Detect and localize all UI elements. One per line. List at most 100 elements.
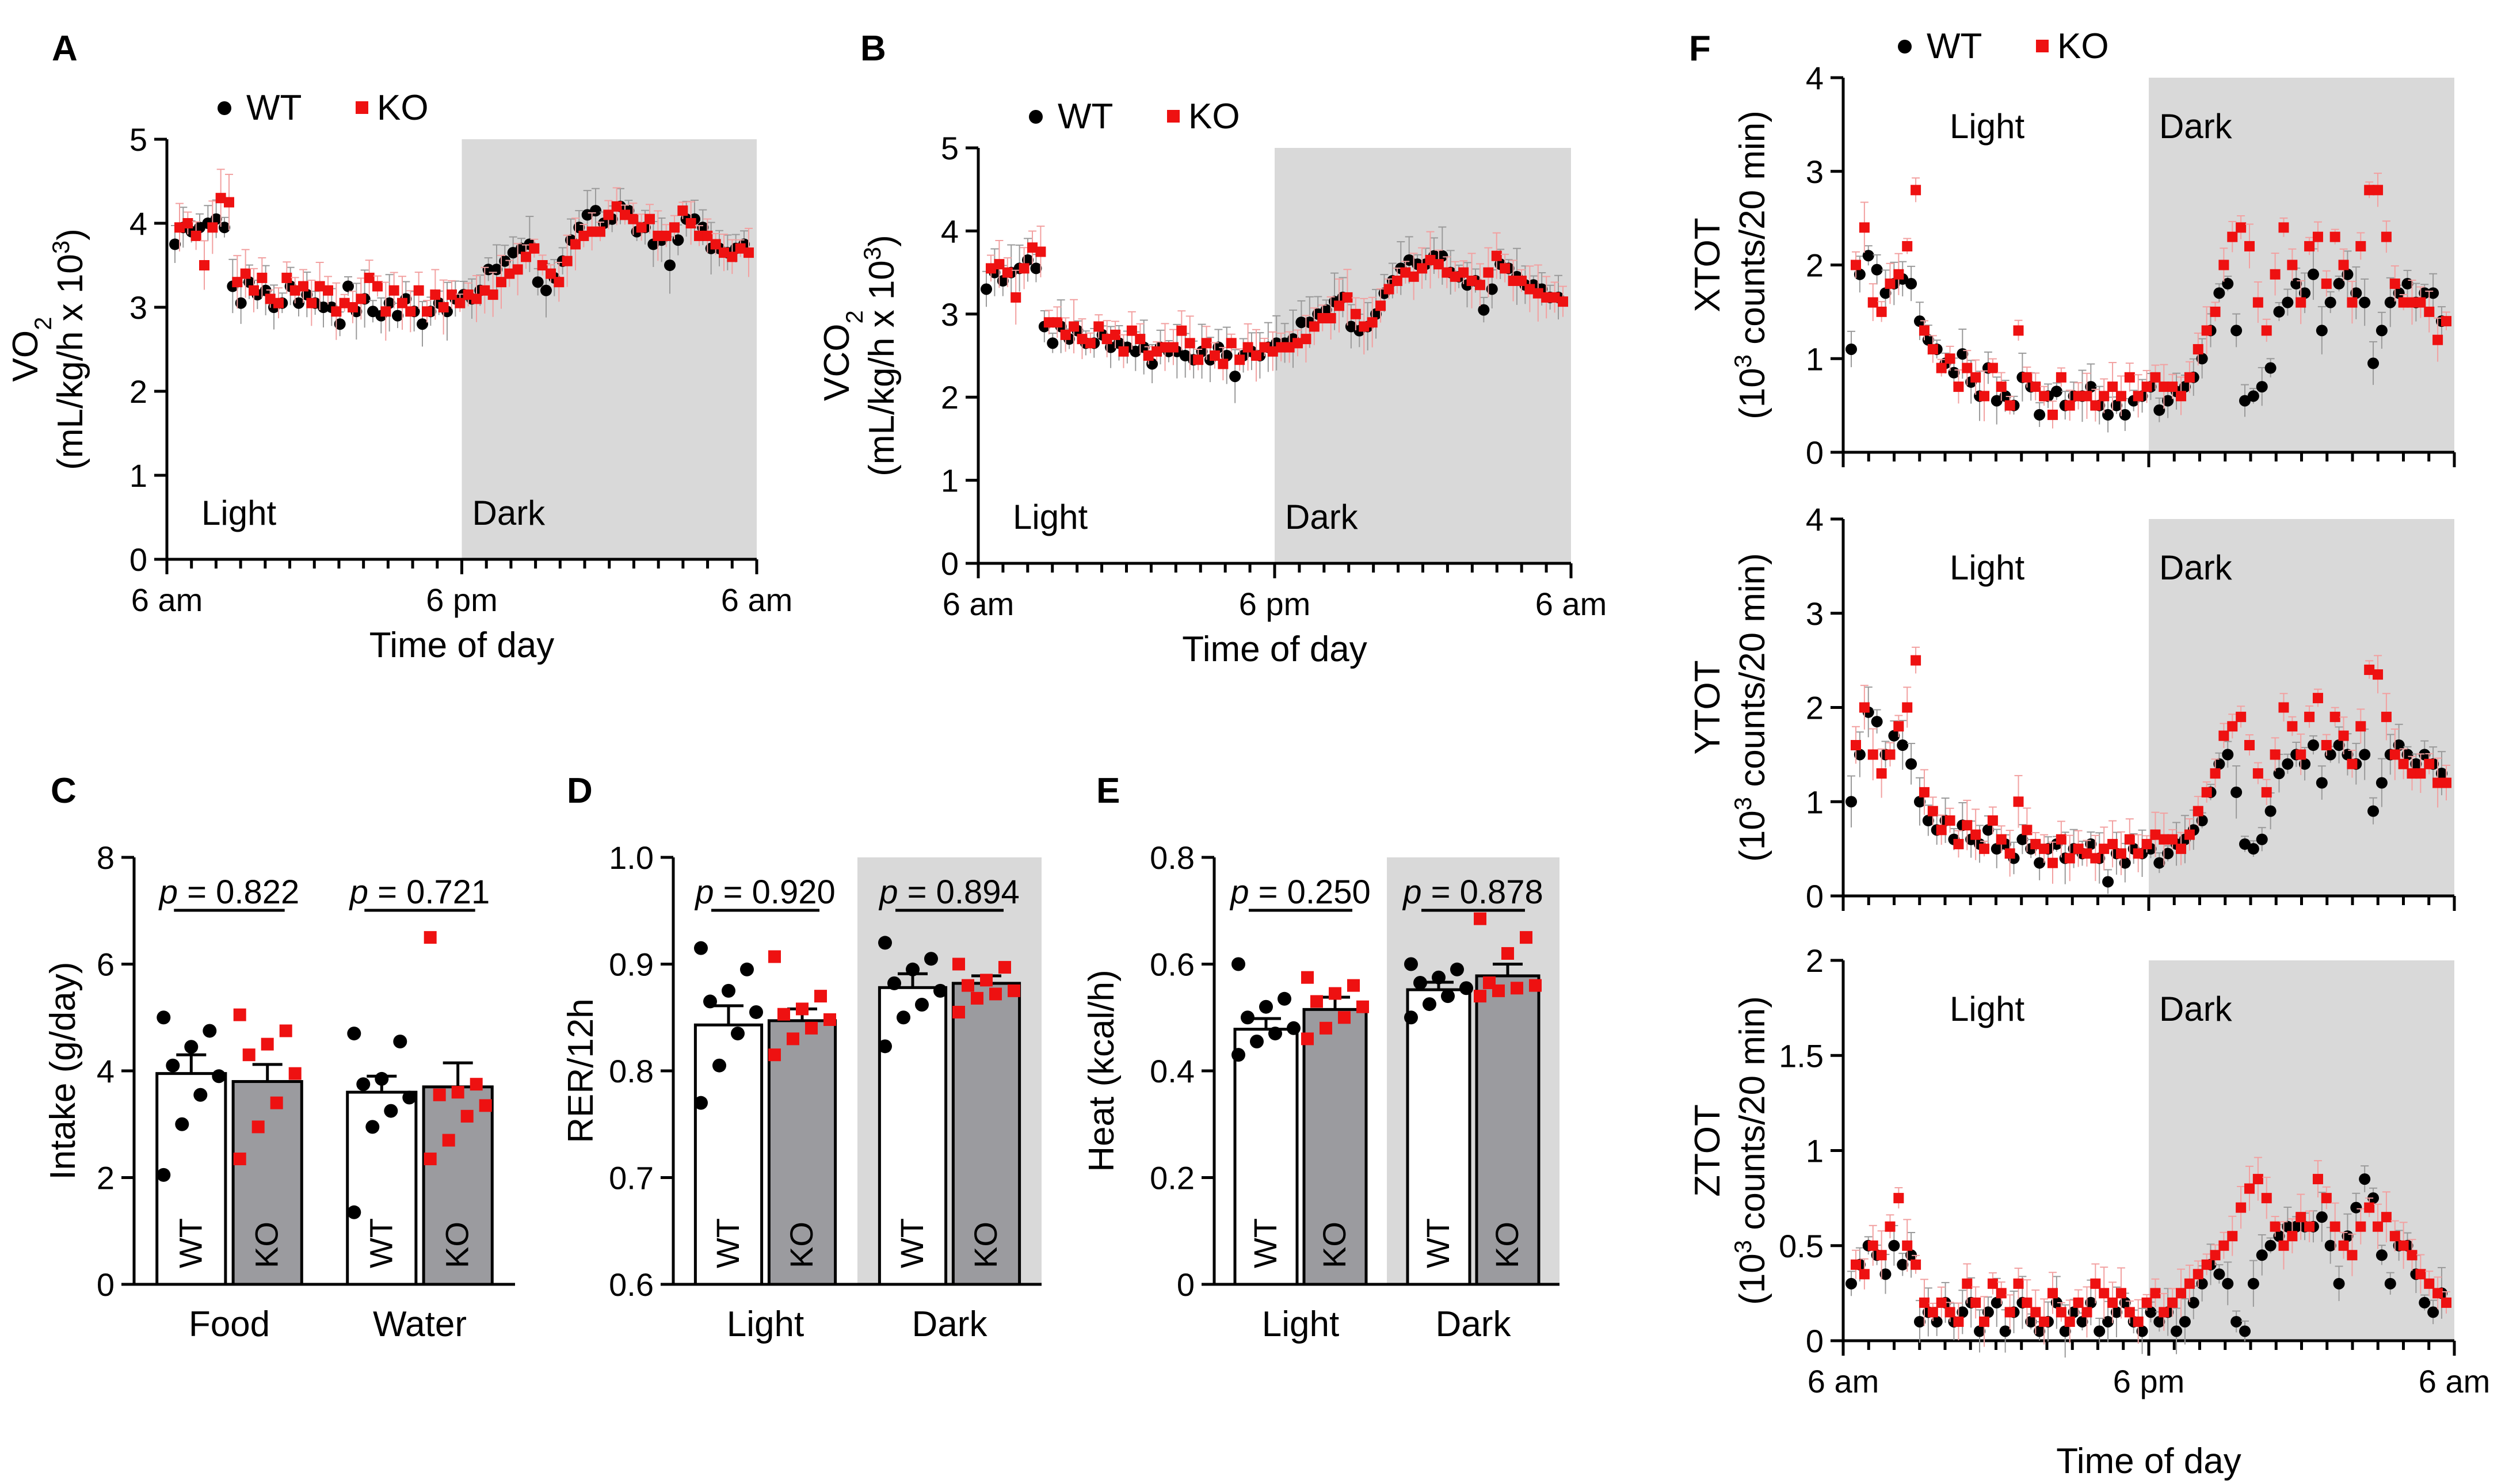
ko-point [1259, 342, 1270, 353]
wt-point [2247, 1277, 2259, 1290]
wt-bar [878, 986, 948, 1286]
bar-label: WT [1420, 1218, 1456, 1268]
ko-point [424, 1153, 437, 1166]
wt-point [347, 1027, 361, 1041]
y-tick-label: 0.2 [1150, 1160, 1195, 1196]
ko-point [451, 1086, 464, 1099]
ko-point [2090, 853, 2101, 864]
y-axis-unit-label: (mL/kg/h x 103) [47, 228, 91, 470]
ko-point [323, 285, 333, 296]
wt-point [915, 997, 929, 1012]
y-tick-label: 2 [129, 373, 147, 410]
wt-point [1278, 991, 1291, 1006]
wt-point [1871, 716, 1883, 728]
ko-point [1927, 1307, 1938, 1318]
x-tick-label: 6 pm [1239, 586, 1311, 622]
ko-point [1851, 260, 1861, 270]
ko-point [281, 272, 292, 283]
wt-point [203, 1024, 217, 1038]
ko-point [2287, 260, 2298, 270]
ko-point [2030, 838, 2041, 849]
ko-point [1276, 342, 1287, 353]
ko-point [2252, 768, 2263, 779]
ko-point [1450, 271, 1461, 282]
ko-point [1160, 342, 1170, 353]
wt-point [2384, 1277, 2396, 1290]
ko-point [2270, 269, 2281, 280]
wt-point [2050, 1296, 2062, 1308]
wt-point [2196, 1277, 2208, 1290]
ko-point [603, 209, 614, 220]
ko-point [1226, 338, 1237, 349]
wt-point [1441, 989, 1455, 1004]
ko-point [2296, 1212, 2306, 1223]
wt-point [2102, 876, 2114, 888]
wt-point [2068, 1306, 2080, 1318]
ko-point [2296, 297, 2306, 308]
ko-point [1035, 246, 1046, 257]
p-value-label: p = 0.721 [349, 873, 490, 911]
wt-point [2119, 409, 2131, 421]
ko-point [546, 268, 556, 279]
light-period-label: Light [1950, 990, 2024, 1028]
ko-point [1970, 372, 1981, 383]
wt-point [219, 222, 230, 234]
ko-point [2236, 222, 2247, 233]
ko-point [2047, 409, 2058, 420]
ko-point [743, 247, 754, 258]
wt-point [1982, 824, 1994, 836]
ko-point [2236, 711, 2247, 722]
wt-point [2384, 296, 2396, 308]
ko-point [413, 285, 424, 296]
ko-point [2099, 391, 2110, 402]
ko-point [1851, 740, 1861, 750]
ko-point [989, 987, 1002, 1001]
ko-point [1893, 269, 1904, 280]
wt-point [2359, 296, 2371, 308]
ko-point [1936, 363, 1947, 373]
ko-point [2389, 1231, 2400, 1242]
wt-point [590, 205, 601, 217]
ko-point [2321, 740, 2332, 750]
ko-point [1859, 1269, 1870, 1280]
wt-point [1287, 1021, 1301, 1035]
wt-point [2375, 325, 2388, 337]
ko-point [1893, 721, 1904, 732]
ko-point [265, 293, 276, 304]
ko-point [586, 226, 597, 237]
bar-label: KO [967, 1222, 1004, 1268]
ko-point [2115, 1288, 2126, 1299]
ko-point [471, 293, 482, 304]
x-tick-label: 6 pm [426, 582, 498, 618]
ko-point [1043, 317, 1054, 328]
wt-point [157, 1010, 171, 1025]
ko-point [1902, 241, 1913, 251]
wt-point [2316, 325, 2328, 337]
ko-point [1511, 982, 1523, 995]
wt-point [2307, 739, 2319, 751]
ko-point [2381, 711, 2392, 722]
dark-period-label: Dark [2159, 107, 2233, 146]
wt-point [2264, 805, 2277, 817]
ko-point [2218, 730, 2229, 741]
ko-point [174, 222, 185, 233]
ko-point [2329, 231, 2340, 242]
ko-point [2338, 260, 2349, 270]
legend-wt-label: WT [1058, 97, 1113, 136]
ko-point [1970, 1297, 1981, 1308]
ko-point [2099, 1288, 2110, 1299]
ko-point [2056, 1307, 2066, 1318]
wt-point [2050, 386, 2062, 398]
wt-point [1897, 1258, 1909, 1271]
ko-point [1491, 250, 1502, 261]
ko-point [380, 306, 391, 317]
ko-point [1859, 222, 1870, 233]
ko-point [2432, 1288, 2443, 1299]
ko-point [2312, 693, 2323, 704]
wt-point [383, 297, 395, 309]
wt-point [740, 962, 754, 976]
wt-point [1478, 304, 1490, 316]
y-tick-label: 0.8 [1150, 840, 1195, 876]
ko-point [2415, 1269, 2426, 1280]
y-axis-label: VCO2 [817, 310, 868, 401]
